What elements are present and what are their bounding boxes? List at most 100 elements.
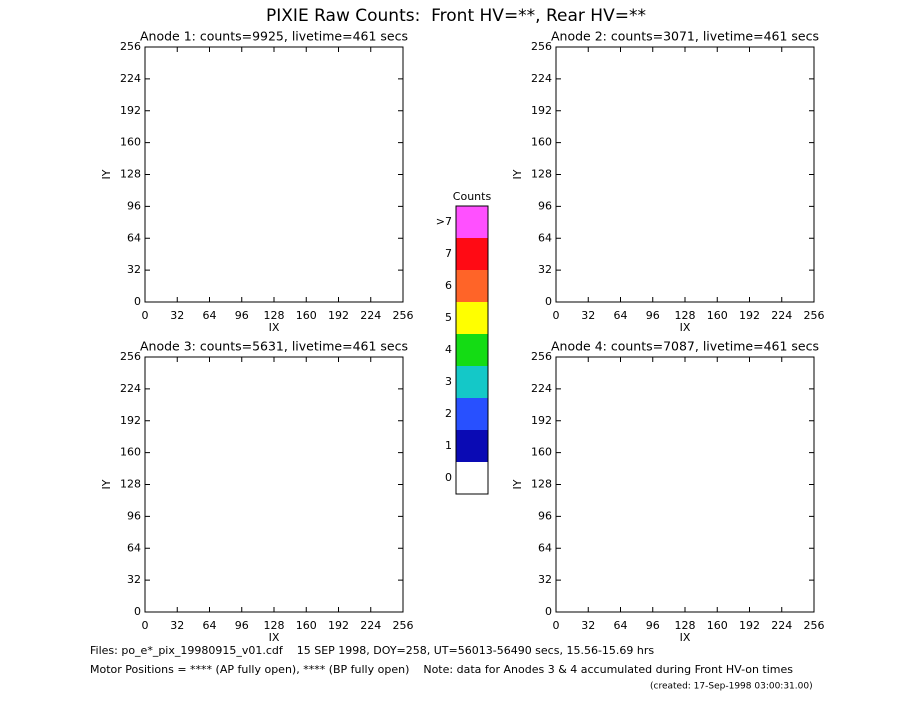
x-tick-label: 224 xyxy=(360,619,381,632)
x-axis-label: IX xyxy=(269,631,280,644)
y-tick-label: 96 xyxy=(127,199,141,212)
y-tick-label: 256 xyxy=(120,350,141,363)
y-axis-label: IY xyxy=(100,169,113,179)
y-axis-label: IY xyxy=(100,479,113,489)
y-tick-label: 256 xyxy=(531,40,552,53)
y-tick-label: 128 xyxy=(120,168,141,181)
panel-title: Anode 2: counts=3071, livetime=461 secs xyxy=(551,29,819,44)
x-tick-label: 32 xyxy=(581,309,595,322)
y-tick-label: 128 xyxy=(120,478,141,491)
colorbar-label: 5 xyxy=(445,311,452,324)
colorbar-cell xyxy=(456,366,488,398)
y-tick-label: 64 xyxy=(538,541,552,554)
y-tick-label: 64 xyxy=(127,231,141,244)
panel-title: Anode 3: counts=5631, livetime=461 secs xyxy=(140,339,408,354)
y-tick-label: 192 xyxy=(531,104,552,117)
colorbar-label: 3 xyxy=(445,375,452,388)
y-tick-label: 96 xyxy=(127,509,141,522)
x-tick-label: 0 xyxy=(553,309,560,322)
y-tick-label: 224 xyxy=(531,72,552,85)
footer-line: Motor Positions = **** (AP fully open), … xyxy=(90,663,793,676)
y-tick-label: 0 xyxy=(134,605,141,618)
x-tick-label: 96 xyxy=(646,619,660,632)
colorbar-label: 1 xyxy=(445,439,452,452)
x-tick-label: 128 xyxy=(264,619,285,632)
colorbar-frame xyxy=(455,205,489,495)
y-tick-label: 192 xyxy=(120,104,141,117)
y-tick-label: 160 xyxy=(531,446,552,459)
x-tick-label: 0 xyxy=(142,309,149,322)
x-tick-label: 32 xyxy=(170,309,184,322)
x-tick-label: 192 xyxy=(328,619,349,632)
x-tick-label: 64 xyxy=(614,619,628,632)
colorbar-cell xyxy=(456,238,488,270)
y-tick-label: 128 xyxy=(531,478,552,491)
x-tick-label: 128 xyxy=(675,619,696,632)
colorbar-label: 2 xyxy=(445,407,452,420)
y-tick-label: 32 xyxy=(538,573,552,586)
x-tick-label: 160 xyxy=(296,309,317,322)
x-tick-label: 32 xyxy=(170,619,184,632)
colorbar-cell xyxy=(456,302,488,334)
colorbar-cell xyxy=(456,430,488,462)
y-tick-label: 256 xyxy=(120,40,141,53)
y-axis-label: IY xyxy=(511,169,524,179)
y-tick-label: 0 xyxy=(545,295,552,308)
x-tick-label: 128 xyxy=(675,309,696,322)
x-tick-label: 96 xyxy=(235,619,249,632)
y-tick-label: 160 xyxy=(120,136,141,149)
plot-frame xyxy=(555,46,815,303)
colorbar-label: 6 xyxy=(445,279,452,292)
x-axis-label: IX xyxy=(680,631,691,644)
colorbar-title: Counts xyxy=(453,190,492,203)
plot-frame xyxy=(144,356,404,613)
x-axis-label: IX xyxy=(269,321,280,334)
colorbar-label: 4 xyxy=(445,343,452,356)
footer-line: (created: 17-Sep-1998 03:00:31.00) xyxy=(650,682,813,692)
colorbar-cell xyxy=(456,462,488,494)
x-axis-label: IX xyxy=(680,321,691,334)
x-tick-label: 192 xyxy=(328,309,349,322)
x-tick-label: 96 xyxy=(646,309,660,322)
y-tick-label: 0 xyxy=(545,605,552,618)
x-tick-label: 192 xyxy=(739,309,760,322)
y-tick-label: 32 xyxy=(127,573,141,586)
x-tick-label: 160 xyxy=(707,619,728,632)
x-tick-label: 0 xyxy=(553,619,560,632)
y-tick-label: 224 xyxy=(120,72,141,85)
y-tick-label: 224 xyxy=(120,382,141,395)
x-tick-label: 160 xyxy=(296,619,317,632)
colorbar-label: 7 xyxy=(445,247,452,260)
panel-title: Anode 1: counts=9925, livetime=461 secs xyxy=(140,29,408,44)
x-tick-label: 32 xyxy=(581,619,595,632)
y-tick-label: 256 xyxy=(531,350,552,363)
x-tick-label: 256 xyxy=(804,309,825,322)
y-tick-label: 96 xyxy=(538,199,552,212)
y-tick-label: 96 xyxy=(538,509,552,522)
x-tick-label: 224 xyxy=(360,309,381,322)
x-tick-label: 160 xyxy=(707,309,728,322)
colorbar-cell xyxy=(456,270,488,302)
y-tick-label: 160 xyxy=(120,446,141,459)
x-tick-label: 128 xyxy=(264,309,285,322)
x-tick-label: 256 xyxy=(393,619,414,632)
footer-line: Files: po_e*_pix_19980915_v01.cdf 15 SEP… xyxy=(90,644,654,657)
x-tick-label: 224 xyxy=(771,309,792,322)
y-tick-label: 192 xyxy=(531,414,552,427)
y-tick-label: 192 xyxy=(120,414,141,427)
y-tick-label: 64 xyxy=(538,231,552,244)
y-tick-label: 32 xyxy=(538,263,552,276)
x-tick-label: 192 xyxy=(739,619,760,632)
plot-frame xyxy=(144,46,404,303)
x-tick-label: 224 xyxy=(771,619,792,632)
x-tick-label: 96 xyxy=(235,309,249,322)
colorbar-cell xyxy=(456,398,488,430)
plot-frame xyxy=(555,356,815,613)
x-tick-label: 64 xyxy=(203,619,217,632)
y-tick-label: 128 xyxy=(531,168,552,181)
y-tick-label: 0 xyxy=(134,295,141,308)
colorbar-cell xyxy=(456,206,488,238)
panel-title: Anode 4: counts=7087, livetime=461 secs xyxy=(551,339,819,354)
y-tick-label: 64 xyxy=(127,541,141,554)
